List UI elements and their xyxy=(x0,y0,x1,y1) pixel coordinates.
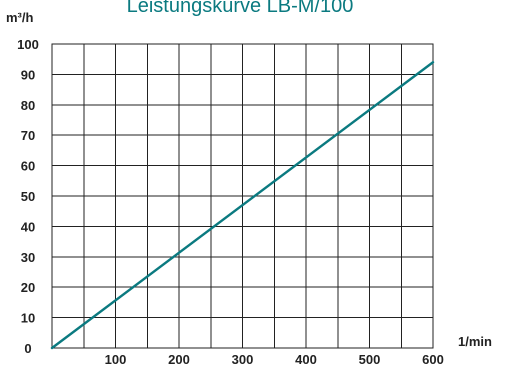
y-tick-label: 40 xyxy=(21,219,35,234)
x-tick-label: 500 xyxy=(359,352,381,367)
y-tick-label: 10 xyxy=(21,311,35,326)
series-layer xyxy=(50,61,435,350)
x-tick-label: 200 xyxy=(168,352,190,367)
y-tick-label: 90 xyxy=(21,67,35,82)
y-tick-label: 100 xyxy=(17,37,39,52)
x-tick-label: 400 xyxy=(295,352,317,367)
y-tick-label: 50 xyxy=(21,189,35,204)
chart-title: Leistungskurve LB-M/100 xyxy=(127,0,354,17)
y-tick-label: 80 xyxy=(21,98,35,113)
x-tick-label: 300 xyxy=(232,352,254,367)
y-axis-label: m³/h xyxy=(6,10,34,25)
y-tick-label: 60 xyxy=(21,159,35,174)
x-tick-label: 100 xyxy=(105,352,127,367)
grid xyxy=(52,43,433,349)
plot-area xyxy=(51,43,434,349)
x-tick-label: 600 xyxy=(422,352,444,367)
y-axis-ticks: 0 10 20 30 40 50 60 70 80 90 100 xyxy=(17,37,39,356)
x-axis-label: 1/min xyxy=(458,334,492,349)
y-tick-label: 70 xyxy=(21,128,35,143)
series-line xyxy=(50,61,435,350)
y-tick-label: 30 xyxy=(21,250,35,265)
y-tick-label: 20 xyxy=(21,280,35,295)
y-tick-label: 0 xyxy=(24,341,31,356)
x-axis-ticks: 100 200 300 400 500 600 xyxy=(105,352,444,367)
